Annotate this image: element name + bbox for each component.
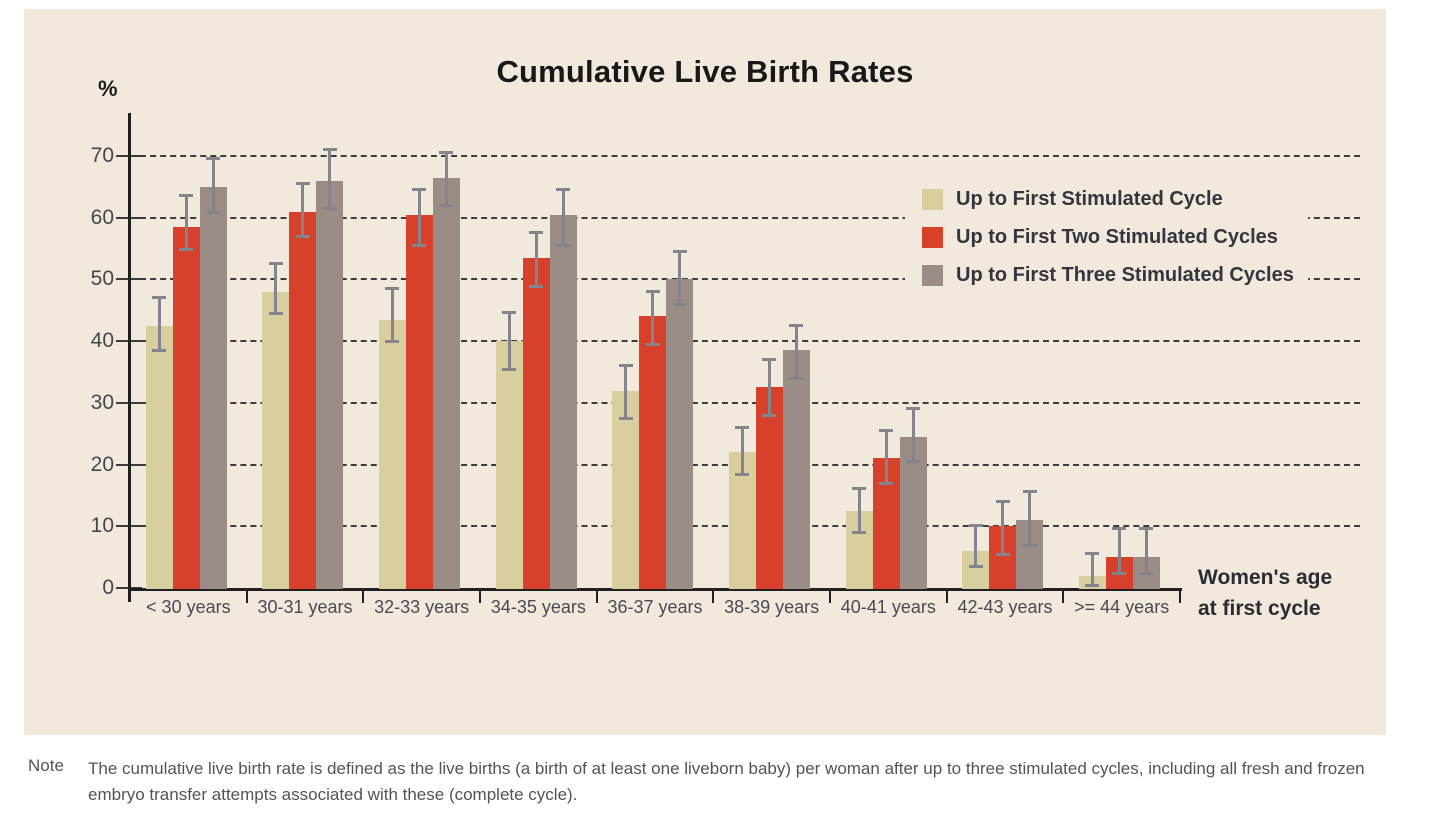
legend-label-two-cycles: Up to First Two Stimulated Cycles [956,226,1278,248]
legend-item-two-cycles: Up to First Two Stimulated Cycles [922,226,1294,249]
chart-background-panel [24,9,1386,735]
legend-item-three-cycles: Up to First Three Stimulated Cycles [922,264,1294,287]
legend-item-first-cycle: Up to First Stimulated Cycle [922,188,1294,211]
legend: Up to First Stimulated Cycle Up to First … [905,180,1308,295]
legend-swatch-three-cycles [922,265,943,286]
chart-title: Cumulative Live Birth Rates [496,54,914,89]
x-axis-title: Women's age at first cycle [1198,562,1332,624]
x-axis-title-line2: at first cycle [1198,597,1321,620]
note-text: The cumulative live birth rate is define… [88,759,1365,804]
note-section: Note The cumulative live birth rate is d… [28,756,1418,808]
legend-label-first-cycle: Up to First Stimulated Cycle [956,188,1223,210]
legend-swatch-two-cycles [922,227,943,248]
note-label: Note [28,756,64,775]
x-axis-title-line1: Women's age [1198,566,1333,589]
legend-label-three-cycles: Up to First Three Stimulated Cycles [956,264,1294,286]
y-axis-unit-label: % [98,76,118,101]
legend-swatch-first-cycle [922,189,943,210]
